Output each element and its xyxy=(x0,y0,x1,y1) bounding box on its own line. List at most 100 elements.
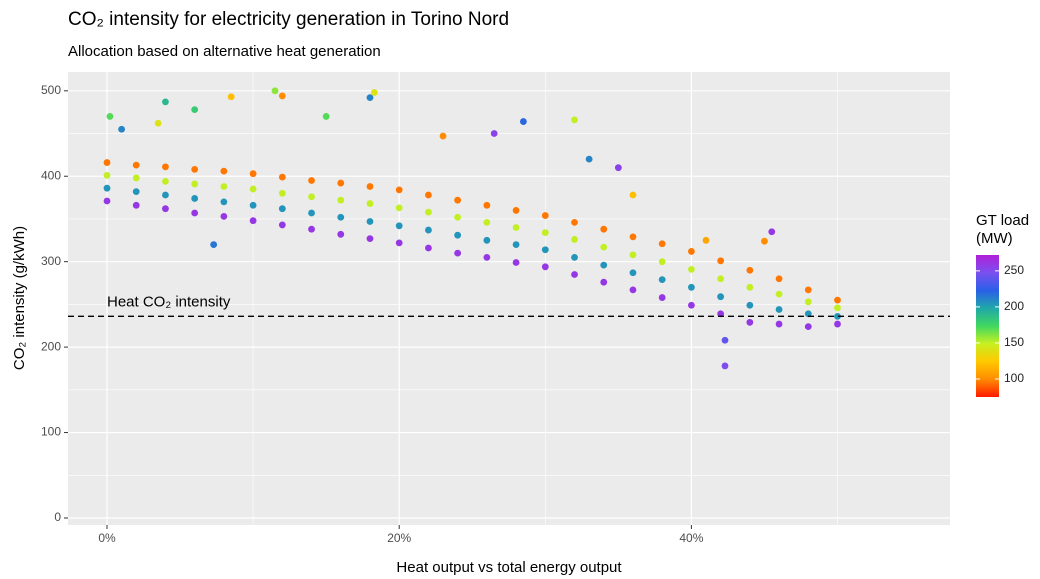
point xyxy=(191,166,199,173)
point xyxy=(614,164,622,172)
point xyxy=(571,236,578,243)
y-tick-label: 500 xyxy=(41,83,61,97)
point xyxy=(804,298,812,306)
point xyxy=(629,191,637,199)
point xyxy=(210,241,218,248)
colorbar-label: 200 xyxy=(1004,299,1024,313)
point xyxy=(162,191,169,199)
point xyxy=(541,212,549,219)
chart-title: CO₂ intensity for electricity generation… xyxy=(68,9,509,30)
point xyxy=(132,201,140,209)
point xyxy=(746,283,754,291)
point xyxy=(658,258,666,266)
point xyxy=(278,189,286,197)
point xyxy=(425,244,432,252)
point xyxy=(162,177,169,185)
point xyxy=(366,235,374,243)
point xyxy=(746,318,754,326)
point xyxy=(702,236,710,244)
point xyxy=(688,265,695,273)
point xyxy=(220,183,228,190)
point xyxy=(162,205,169,213)
y-axis-label: CO₂ intensity (g/kWh) xyxy=(11,226,28,370)
colorbar-label: 100 xyxy=(1004,371,1024,385)
point xyxy=(425,191,432,199)
point xyxy=(454,249,462,257)
point xyxy=(761,237,768,245)
point xyxy=(571,116,578,124)
point xyxy=(439,132,447,140)
point xyxy=(227,93,235,101)
point xyxy=(483,236,491,244)
legend-title: GT load xyxy=(976,212,1029,229)
x-tick-label: 40% xyxy=(679,531,703,545)
point xyxy=(278,92,286,100)
point xyxy=(483,218,491,226)
chart-subtitle: Allocation based on alternative heat gen… xyxy=(68,43,381,60)
point xyxy=(834,312,841,320)
point xyxy=(775,290,783,298)
point xyxy=(721,362,729,370)
point xyxy=(271,87,279,95)
point xyxy=(688,248,695,255)
point xyxy=(600,225,608,233)
point xyxy=(629,233,637,241)
point xyxy=(118,125,126,133)
point xyxy=(132,188,140,196)
point xyxy=(746,266,754,274)
point xyxy=(519,118,527,125)
colorbar xyxy=(976,255,999,397)
point xyxy=(191,180,199,188)
point xyxy=(366,183,374,190)
annotation: Heat CO₂ intensity xyxy=(107,293,231,310)
point xyxy=(717,293,725,301)
point xyxy=(249,217,257,225)
point xyxy=(103,159,111,166)
point xyxy=(191,195,199,202)
point xyxy=(768,228,776,236)
point xyxy=(395,186,403,194)
point xyxy=(162,163,169,171)
point xyxy=(395,222,403,230)
x-axis-label: Heat output vs total energy output xyxy=(396,559,622,576)
point xyxy=(490,130,498,137)
point xyxy=(541,263,549,271)
point xyxy=(370,89,378,96)
point xyxy=(688,283,695,291)
point xyxy=(454,213,462,221)
point xyxy=(746,301,754,309)
point xyxy=(249,201,257,209)
point xyxy=(322,113,330,120)
point xyxy=(629,251,637,259)
point xyxy=(308,225,315,233)
point xyxy=(103,197,111,205)
point xyxy=(600,278,608,286)
point xyxy=(804,286,812,294)
point xyxy=(249,170,257,178)
point xyxy=(541,229,549,237)
point xyxy=(103,171,111,179)
point xyxy=(337,230,345,238)
point xyxy=(454,231,462,239)
point xyxy=(834,296,841,304)
point xyxy=(512,224,520,231)
point xyxy=(308,177,315,184)
point xyxy=(366,218,374,225)
point xyxy=(512,241,520,248)
point xyxy=(717,257,725,265)
point xyxy=(132,161,140,169)
x-tick-label: 0% xyxy=(98,531,116,545)
point xyxy=(541,246,549,254)
y-tick-label: 400 xyxy=(41,168,61,182)
point xyxy=(717,310,725,318)
point xyxy=(721,336,729,344)
point xyxy=(585,155,593,163)
point xyxy=(249,185,257,193)
point xyxy=(220,198,228,206)
point xyxy=(308,209,315,217)
y-tick-label: 300 xyxy=(41,254,61,268)
y-tick-label: 200 xyxy=(41,339,61,353)
point xyxy=(834,320,841,328)
y-tick-label: 0 xyxy=(54,510,61,524)
